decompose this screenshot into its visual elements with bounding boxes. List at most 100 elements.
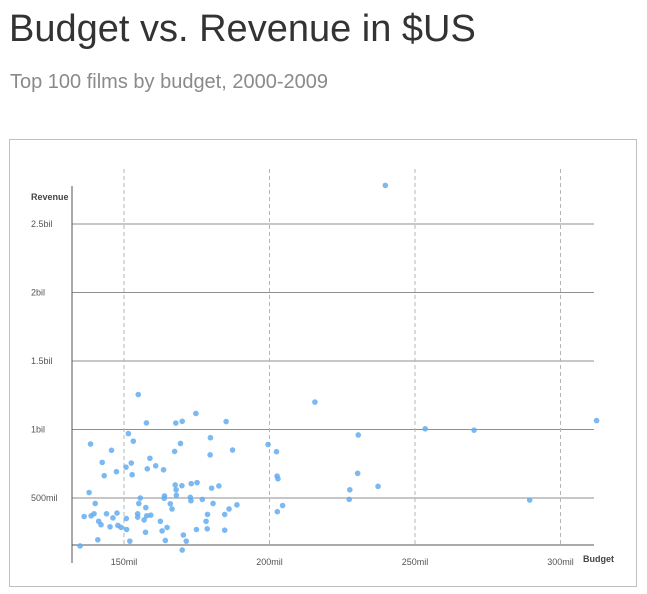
data-point — [172, 482, 179, 488]
data-point — [128, 460, 135, 466]
data-point — [77, 543, 83, 549]
data-point — [273, 448, 280, 455]
data-point — [87, 441, 94, 447]
data-point — [164, 524, 170, 531]
data-point — [207, 434, 214, 441]
data-point — [123, 526, 130, 533]
data-point — [199, 496, 206, 503]
grid-layer — [72, 169, 594, 545]
data-point — [113, 468, 120, 475]
data-point — [221, 511, 228, 518]
data-point — [127, 538, 133, 544]
chart-frame — [9, 139, 637, 587]
data-point — [355, 432, 362, 438]
page-title: Budget vs. Revenue in $US — [9, 8, 476, 50]
data-point — [375, 483, 381, 490]
data-point — [221, 527, 228, 533]
data-point — [107, 523, 113, 530]
data-point — [180, 532, 187, 538]
data-point — [275, 476, 281, 482]
data-point — [135, 391, 142, 398]
data-point — [144, 466, 151, 472]
data-point — [123, 464, 129, 470]
data-point — [204, 511, 211, 518]
data-point — [188, 480, 195, 487]
y-tick-label: 500mil — [31, 493, 58, 503]
data-point — [160, 466, 167, 473]
data-point — [177, 440, 184, 447]
data-point — [95, 536, 101, 543]
y-tick-label: 2.5bil — [31, 219, 53, 229]
data-point — [108, 447, 115, 454]
y-tick-label: 1bil — [31, 425, 45, 435]
data-point — [99, 459, 105, 466]
data-point — [179, 418, 185, 425]
data-point — [101, 472, 108, 479]
data-point — [130, 438, 137, 444]
data-point — [382, 182, 389, 189]
x-tick-label: 250mil — [402, 557, 429, 567]
data-point — [207, 452, 213, 458]
data-point — [179, 482, 185, 489]
x-tick-label: 300mil — [547, 557, 574, 567]
data-point — [471, 427, 477, 433]
page-subtitle: Top 100 films by budget, 2000-2009 — [10, 71, 328, 93]
data-point — [204, 526, 211, 532]
data-point — [229, 447, 236, 453]
data-point — [312, 399, 318, 405]
data-point — [171, 448, 178, 455]
x-axis-label: Budget — [583, 554, 614, 564]
data-point — [172, 420, 179, 426]
data-point — [86, 489, 92, 496]
y-tick-label: 2bil — [31, 288, 45, 298]
y-axis-label: Revenue — [31, 192, 69, 202]
data-point — [81, 513, 87, 520]
data-point — [88, 513, 94, 519]
data-point — [142, 529, 149, 536]
data-point — [279, 502, 286, 509]
data-point — [123, 515, 130, 522]
data-point — [161, 495, 167, 502]
data-point — [143, 420, 150, 426]
data-point — [179, 547, 185, 553]
data-point — [152, 463, 159, 469]
data-point — [136, 500, 142, 507]
data-point — [216, 483, 222, 489]
data-point — [141, 517, 147, 523]
data-point — [265, 441, 271, 448]
data-point — [92, 500, 98, 507]
data-point — [118, 524, 124, 531]
axis-layer: Revenue Budget 500mil 1bil 1.5bil 2bil 2.5bi… — [31, 186, 614, 567]
data-point — [274, 508, 281, 515]
data-point — [103, 510, 110, 517]
data-point — [143, 504, 149, 511]
data-point — [110, 515, 116, 521]
data-point — [203, 518, 209, 525]
data-point — [193, 526, 200, 533]
data-point — [593, 417, 600, 424]
data-point — [234, 502, 240, 508]
x-tick-label: 150mil — [111, 557, 138, 567]
data-point — [226, 506, 232, 512]
data-point — [167, 500, 174, 507]
data-point — [147, 512, 154, 518]
data-point — [223, 418, 229, 425]
data-point — [194, 479, 200, 486]
data-point — [157, 518, 164, 525]
data-point — [98, 521, 104, 528]
data-point — [193, 410, 199, 417]
data-point — [162, 537, 169, 544]
data-point — [208, 485, 215, 491]
x-tick-label: 200mil — [256, 557, 283, 567]
data-point — [125, 430, 132, 437]
data-point — [526, 497, 533, 503]
y-tick-label: 1.5bil — [31, 356, 53, 366]
data-point — [188, 497, 194, 504]
data-point — [169, 506, 175, 512]
data-point — [129, 471, 135, 478]
data-point — [422, 426, 428, 432]
data-point — [173, 492, 180, 499]
data-point — [347, 486, 353, 493]
points-layer — [77, 182, 600, 553]
